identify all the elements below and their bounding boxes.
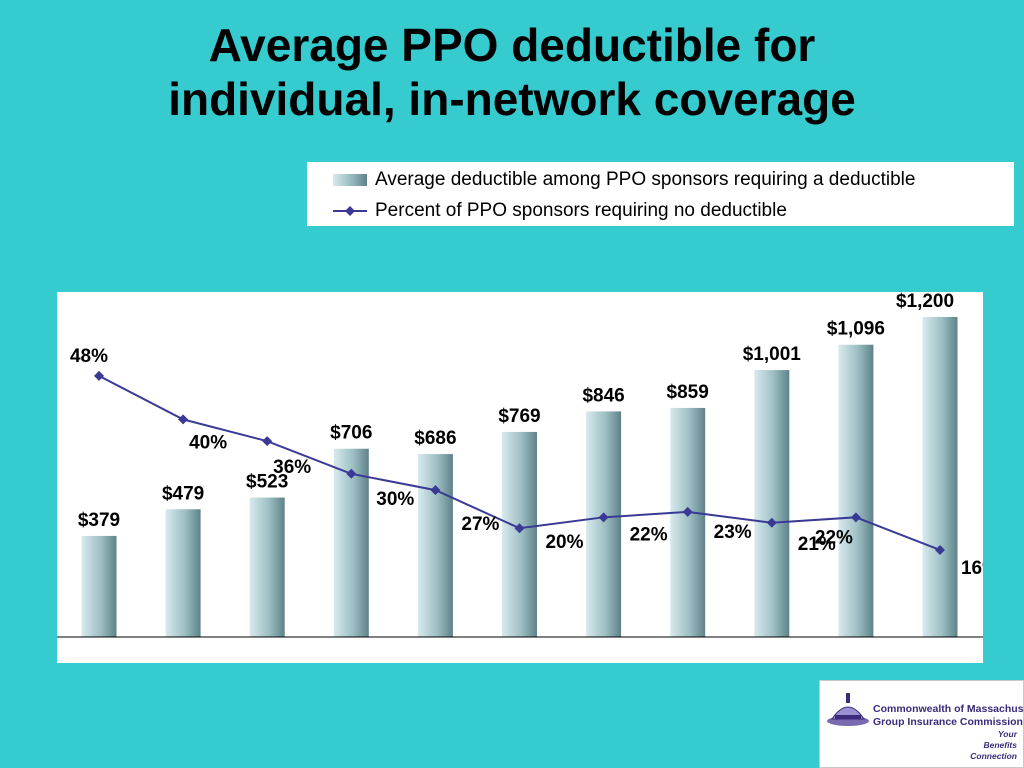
line-label-2010: 16%: [961, 558, 983, 579]
legend-item-bar: Average deductible among PPO sponsors re…: [307, 169, 915, 191]
line-label-2007: 23%: [714, 522, 752, 543]
title-line-2: individual, in-network coverage: [168, 73, 856, 125]
x-tick-2005: 2005: [498, 661, 541, 663]
line-point-2005: [514, 523, 525, 534]
bar-2005: [502, 431, 537, 637]
bar-2002: [249, 497, 285, 637]
bar-2003: [333, 448, 369, 637]
line-label-2003: 30%: [376, 489, 414, 510]
legend-line-swatch: [333, 206, 367, 216]
bar-2004: [417, 454, 453, 637]
bar-2000: [81, 535, 117, 637]
line-label-2005: 20%: [545, 532, 583, 553]
line-point-2007: [682, 506, 693, 517]
bar-label-2005: $769: [498, 406, 540, 427]
x-tick-2006: 2006: [582, 661, 624, 663]
line-label-2009: 22%: [815, 527, 853, 548]
bar-label-2004: $686: [414, 428, 456, 449]
legend-item-line: Percent of PPO sponsors requiring no ded…: [307, 200, 787, 222]
bar-2007: [670, 407, 706, 637]
legend-bar-label: Average deductible among PPO sponsors re…: [375, 169, 916, 190]
bar-2008: [754, 370, 790, 637]
line-label-2000: 48%: [70, 346, 108, 367]
logo-line-1: Commonwealth of Massachusetts: [873, 703, 1024, 715]
x-tick-2010: 2010: [919, 661, 961, 663]
x-tick-2009: 2009: [835, 661, 877, 663]
chart-title: Average PPO deductible for individual, i…: [0, 18, 1024, 126]
bar-label-2008: $1,001: [743, 344, 802, 365]
x-tick-2007: 2007: [667, 661, 709, 663]
legend-bar-swatch: [333, 174, 367, 186]
bar-label-2003: $706: [330, 423, 372, 444]
line-point-2010: [935, 544, 945, 555]
x-tick-2003: 2003: [330, 661, 372, 663]
bar-2010: [922, 317, 958, 637]
legend-line-label: Percent of PPO sponsors requiring no ded…: [375, 200, 787, 221]
bar-label-2010: $1,200: [896, 292, 954, 312]
line-point-2004: [430, 485, 441, 496]
bar-label-2007: $859: [667, 382, 709, 403]
title-line-1: Average PPO deductible for: [208, 19, 816, 71]
bar-label-2002: $523: [246, 472, 288, 493]
line-label-2008: 21%: [798, 534, 836, 555]
line-label-2001: 40%: [189, 432, 227, 453]
x-tick-2000: 2000: [78, 661, 120, 663]
chart-svg: $379 $479 $523 $706 $686 $769 $846 $859 $1,001 $1…: [57, 292, 983, 663]
line-label-2002: 36%: [273, 457, 311, 478]
line-point-2000: [94, 370, 104, 381]
legend: Average deductible among PPO sponsors re…: [307, 162, 1014, 226]
line-point-2008: [766, 517, 777, 528]
x-tick-2001: 2001: [162, 661, 205, 663]
gic-logo: Commonwealth of Massachusetts Group Insu…: [819, 680, 1024, 768]
x-tick-2008: 2008: [751, 661, 793, 663]
x-tick-2002: 2002: [246, 661, 288, 663]
line-point-2002: [262, 436, 273, 447]
bar-label-2006: $846: [582, 385, 624, 406]
logo-tag-1: Your: [997, 729, 1017, 739]
line-point-2006: [598, 512, 609, 523]
line-point-2003: [346, 468, 357, 479]
bar-label-2001: $479: [162, 483, 204, 504]
line-label-2006: 22%: [630, 524, 668, 545]
state-house-dome-icon: [827, 693, 869, 726]
line-point-2001: [178, 414, 189, 425]
logo-tag-3: Connection: [970, 751, 1017, 761]
bar-2001: [165, 509, 201, 637]
line-label-2004: 27%: [461, 514, 499, 535]
plot-area: $379 $479 $523 $706 $686 $769 $846 $859 $1,001 $1…: [57, 292, 983, 663]
logo-tag-2: Benefits: [983, 740, 1017, 750]
line-point-2009: [850, 512, 861, 523]
logo-line-2: Group Insurance Commission: [873, 716, 1023, 728]
bar-2009: [838, 344, 874, 637]
bar-label-2009: $1,096: [827, 319, 885, 340]
bar-2006: [586, 411, 622, 637]
bar-label-2000: $379: [78, 510, 120, 531]
